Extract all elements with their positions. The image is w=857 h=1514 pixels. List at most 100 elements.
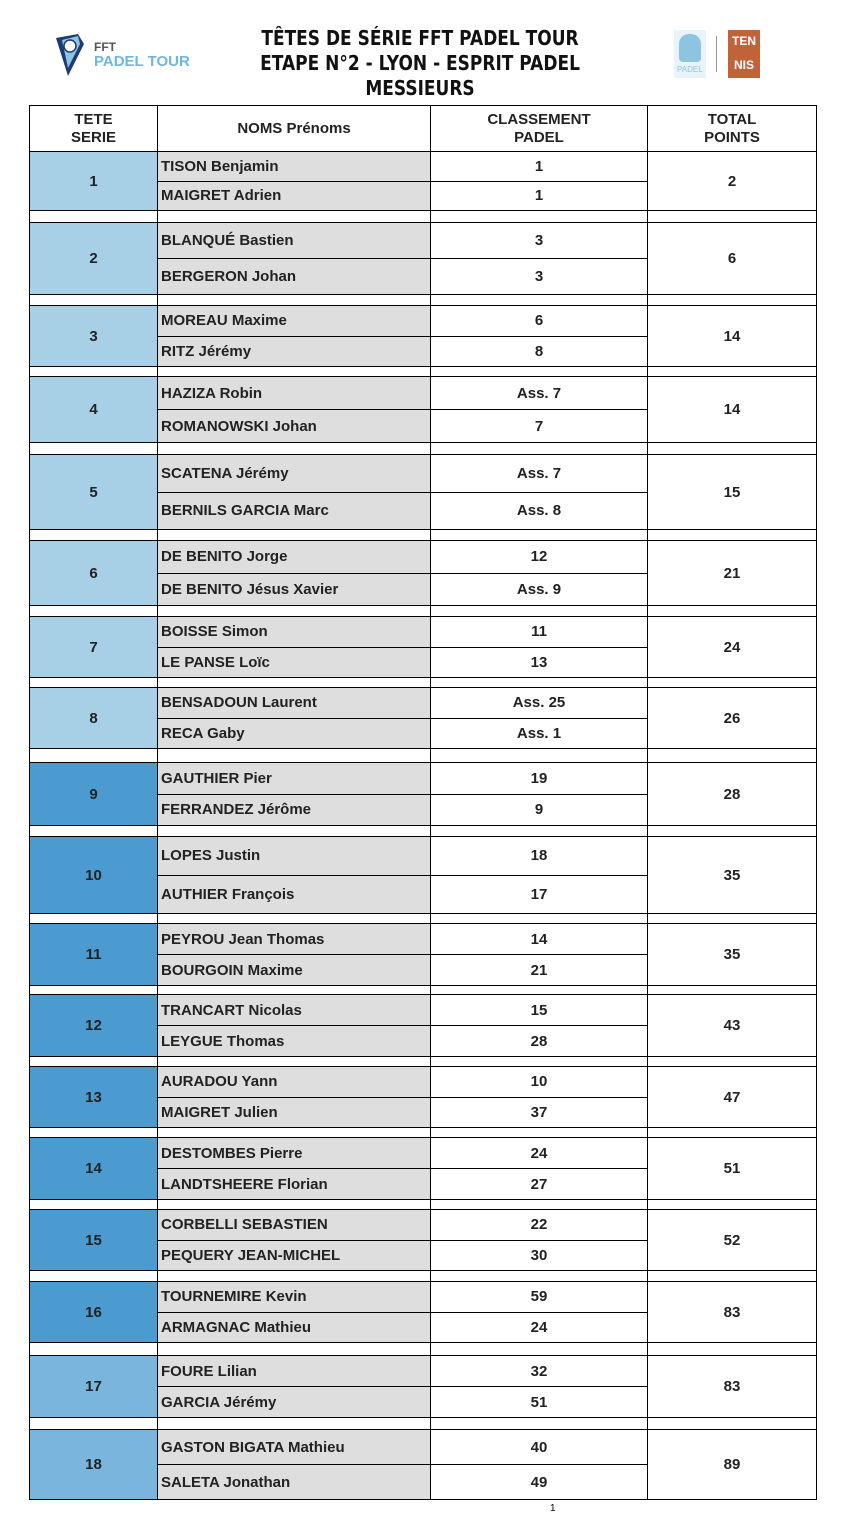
spacer-row [29,294,817,306]
player-row: LANDTSHEERE Florian 27 [30,1168,817,1200]
logo-divider [716,36,717,72]
player-row: 3 MOREAU Maxime 6 14 [29,305,817,367]
player-row: AUTHIER François 17 [30,874,817,914]
player-row: LE PANSE Loïc 13 [30,646,817,678]
spacer-row [29,605,817,617]
player-name: BERGERON Johan [157,258,431,295]
seed-number: 16 [29,1281,158,1343]
spacer-row [29,442,817,455]
player-name: GARCIA Jérémy [157,1386,431,1418]
player-row: 17 FOURE Lilian 32 83 [29,1355,817,1418]
total-points: 47 [647,1066,817,1128]
player-row: 7 BOISSE Simon 11 24 [29,616,817,678]
player-ranking: Ass. 9 [430,572,648,606]
seed-number: 10 [29,836,158,914]
spacer-row [29,985,817,995]
col-ranking-header: CLASSEMENT PADEL [430,105,648,152]
padel-racket-icon [679,34,701,62]
spacer-row [29,366,817,377]
player-row: 12 TRANCART Nicolas 15 43 [29,994,817,1057]
player-name: RITZ Jérémy [157,335,431,367]
seed-number: 4 [29,376,158,443]
player-ranking: 18 [430,836,648,876]
player-name: TOURNEMIRE Kevin [157,1281,431,1313]
player-row: MAIGRET Julien 37 [30,1096,817,1128]
player-ranking: 15 [430,994,648,1026]
padel-logo-text: PADEL [677,65,703,74]
player-row: SALETA Jonathan 49 [30,1464,817,1500]
player-name: DESTOMBES Pierre [157,1137,431,1169]
player-ranking: 3 [430,222,648,259]
player-row: 13 AURADOU Yann 10 47 [29,1066,817,1128]
total-points: 89 [647,1429,817,1500]
player-row: DE BENITO Jésus Xavier Ass. 9 [30,572,817,606]
player-ranking: 40 [430,1429,648,1465]
spacer-row [29,1056,817,1067]
seed-number: 15 [29,1209,158,1271]
seed-number: 6 [29,540,158,606]
player-row: FERRANDEZ Jérôme 9 [30,793,817,826]
col-seed-header: TETE SERIE [29,105,158,152]
player-name: MAIGRET Adrien [157,180,431,211]
player-ranking: 27 [430,1168,648,1200]
player-ranking: 24 [430,1311,648,1343]
player-row: 10 LOPES Justin 18 35 [29,836,817,914]
player-row: 14 DESTOMBES Pierre 24 51 [29,1137,817,1200]
spacer-row [29,1270,817,1282]
player-name: TISON Benjamin [157,151,431,182]
logo-padel-tour-text: PADEL TOUR [94,53,190,70]
seed-number: 11 [29,923,158,986]
seed-number: 2 [29,222,158,295]
seed-number: 3 [29,305,158,367]
player-ranking: 28 [430,1025,648,1057]
player-ranking: 17 [430,874,648,914]
title-line-3: MESSIEURS [365,76,475,100]
spacer-row [29,1199,817,1210]
player-row: BOURGOIN Maxime 21 [30,954,817,986]
player-ranking: 30 [430,1239,648,1271]
spacer-row [29,913,817,924]
player-name: BOURGOIN Maxime [157,954,431,986]
player-ranking: 10 [430,1066,648,1098]
player-name: TRANCART Nicolas [157,994,431,1026]
player-ranking: 7 [430,409,648,443]
seed-number: 18 [29,1429,158,1500]
player-name: AUTHIER François [157,874,431,914]
player-name: FOURE Lilian [157,1355,431,1387]
player-name: PEQUERY JEAN-MICHEL [157,1239,431,1271]
total-points: 6 [647,222,817,295]
player-ranking: Ass. 1 [430,717,648,749]
player-row: RITZ Jérémy 8 [30,335,817,367]
seed-number: 12 [29,994,158,1057]
total-points: 51 [647,1137,817,1200]
player-name: GASTON BIGATA Mathieu [157,1429,431,1465]
seed-number: 9 [29,762,158,826]
player-ranking: 51 [430,1386,648,1418]
player-name: PEYROU Jean Thomas [157,923,431,955]
player-row: 8 BENSADOUN Laurent Ass. 25 26 [29,687,817,749]
spacer-row [29,1127,817,1138]
player-row: 11 PEYROU Jean Thomas 14 35 [29,923,817,986]
spacer-row [29,1342,817,1356]
player-ranking: 1 [430,151,648,182]
player-row: BERGERON Johan 3 [30,258,817,295]
player-ranking: 19 [430,762,648,795]
total-points: 52 [647,1209,817,1271]
total-points: 43 [647,994,817,1057]
player-row: 15 CORBELLI SEBASTIEN 22 52 [29,1209,817,1271]
seed-number: 17 [29,1355,158,1418]
logo-fft-text: FFT [94,40,116,54]
player-row: GARCIA Jérémy 51 [30,1386,817,1418]
player-name: DE BENITO Jésus Xavier [157,572,431,606]
total-points: 2 [647,151,817,211]
spacer-row [29,529,817,541]
player-ranking: 8 [430,335,648,367]
player-ranking: Ass. 7 [430,376,648,410]
player-ranking: 22 [430,1209,648,1241]
total-points: 24 [647,616,817,678]
player-name: BOISSE Simon [157,616,431,648]
player-ranking: 21 [430,954,648,986]
player-ranking: 12 [430,540,648,574]
player-name: BENSADOUN Laurent [157,687,431,719]
player-ranking: 1 [430,180,648,211]
